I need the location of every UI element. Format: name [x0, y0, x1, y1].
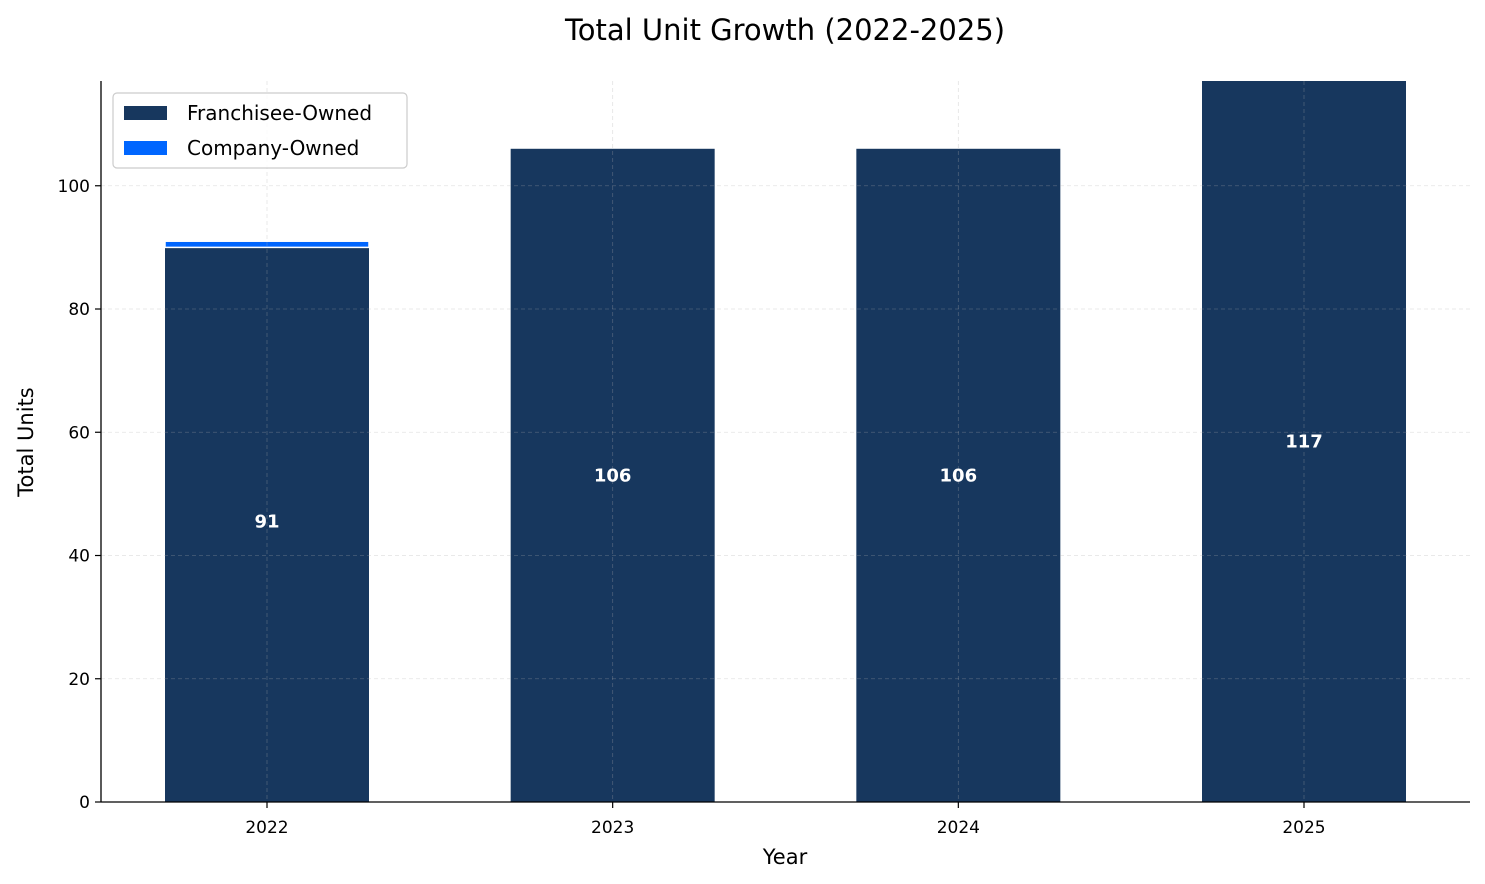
bar-company-owned-2022: [164, 240, 370, 249]
bars-layer: [164, 81, 1406, 803]
bar-total-label: 106: [594, 465, 632, 486]
axes-layer: 0 20 40 60 80 100 2022 2023 2024 2025: [58, 81, 1470, 838]
bar-total-label: 91: [254, 512, 279, 533]
y-axis-title: Total Units: [14, 387, 38, 497]
y-tick-label: 40: [68, 547, 90, 567]
bar-franchisee-owned-2023: [510, 148, 715, 803]
bar-total-label: 117: [1285, 432, 1323, 453]
legend-label-franchisee-owned: Franchisee-Owned: [187, 101, 372, 125]
x-tick-label: 2022: [245, 818, 288, 838]
y-tick-label: 0: [79, 793, 90, 813]
bar-franchisee-owned-2022: [165, 247, 369, 802]
bar-total-label: 106: [940, 465, 978, 486]
x-axis-title: Year: [762, 845, 808, 869]
chart-title: Total Unit Growth (2022-2025): [564, 13, 1005, 47]
bar-labels-layer: 91 106 106 117: [254, 432, 1322, 533]
x-tick-label: 2023: [591, 818, 634, 838]
y-tick-label: 100: [58, 177, 90, 197]
legend-swatch-company-owned: [124, 141, 167, 155]
legend-box: [112, 92, 408, 169]
legend: Franchisee-Owned Company-Owned: [112, 92, 408, 169]
y-tick-label: 60: [68, 423, 90, 443]
y-tick-label: 80: [68, 300, 90, 320]
x-tick-label: 2025: [1282, 818, 1325, 838]
legend-label-company-owned: Company-Owned: [187, 136, 359, 160]
y-tick-label: 20: [68, 670, 90, 690]
bar-franchisee-owned-2024: [856, 148, 1061, 803]
x-tick-label: 2024: [937, 818, 980, 838]
legend-swatch-franchisee-owned: [124, 106, 167, 120]
grid-layer: [101, 81, 1470, 802]
bar-franchisee-owned-2025: [1202, 81, 1406, 802]
